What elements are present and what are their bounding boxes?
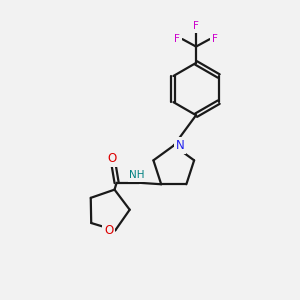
Text: N: N [176, 139, 185, 152]
Text: O: O [108, 152, 117, 165]
Text: O: O [104, 224, 113, 237]
Text: NH: NH [129, 170, 145, 180]
Text: F: F [212, 34, 218, 44]
Text: F: F [174, 34, 180, 44]
Text: F: F [193, 21, 199, 32]
